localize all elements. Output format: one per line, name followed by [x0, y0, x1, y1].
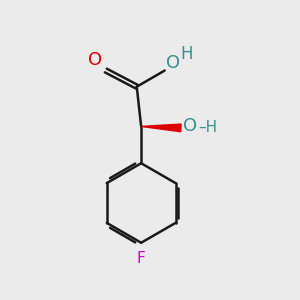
- Polygon shape: [141, 124, 181, 132]
- Text: –H: –H: [198, 120, 217, 135]
- Text: O: O: [183, 117, 197, 135]
- Text: F: F: [137, 251, 146, 266]
- Text: H: H: [180, 45, 193, 63]
- Text: O: O: [88, 51, 102, 69]
- Text: O: O: [166, 54, 180, 72]
